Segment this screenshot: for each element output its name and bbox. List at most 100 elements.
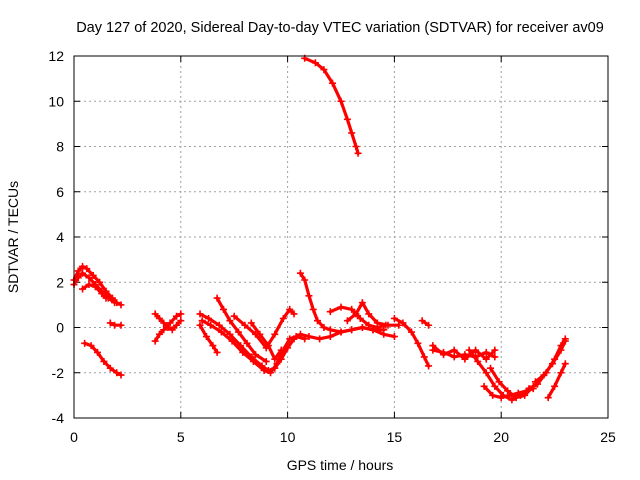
- data-point: [491, 382, 499, 390]
- data-series-arc-13: [247, 319, 285, 363]
- data-point: [425, 321, 433, 329]
- data-point: [196, 310, 204, 318]
- data-point: [160, 326, 168, 334]
- y-tick-label: 4: [56, 229, 64, 245]
- data-point: [177, 310, 185, 318]
- data-point: [217, 328, 225, 336]
- data-point: [348, 305, 356, 313]
- data-point: [96, 278, 104, 286]
- data-point: [450, 346, 458, 354]
- data-series-arc-23: [487, 364, 537, 402]
- data-series-arc-8: [196, 321, 221, 356]
- data-point: [328, 79, 336, 87]
- grid-lines: [74, 56, 608, 418]
- data-point: [326, 333, 334, 341]
- data-series-arc-16: [343, 299, 403, 329]
- data-point: [348, 326, 356, 334]
- data-point: [205, 314, 213, 322]
- data-point: [358, 324, 366, 331]
- data-point: [365, 321, 373, 329]
- data-point: [425, 362, 433, 370]
- data-point: [74, 274, 82, 282]
- x-tick-label: 20: [493, 429, 509, 445]
- data-point: [202, 333, 210, 341]
- data-series-arc-20: [429, 342, 499, 363]
- data-trace: [488, 366, 535, 400]
- data-point: [273, 360, 281, 368]
- data-point: [292, 333, 300, 341]
- data-point: [87, 342, 95, 350]
- data-point: [487, 364, 495, 372]
- data-point: [314, 317, 322, 325]
- data-point: [106, 319, 114, 327]
- data-point: [241, 321, 249, 329]
- data-point: [155, 330, 163, 338]
- y-tick-label: 2: [56, 274, 64, 290]
- data-point: [414, 339, 422, 347]
- data-point: [239, 348, 247, 356]
- data-point: [252, 351, 260, 359]
- data-point: [198, 317, 206, 325]
- data-point: [354, 149, 362, 157]
- data-point: [85, 274, 93, 282]
- data-point: [279, 314, 287, 322]
- data-point: [113, 369, 121, 377]
- data-point: [81, 339, 89, 347]
- data-point: [352, 143, 360, 150]
- data-point: [356, 314, 364, 322]
- data-point: [551, 382, 559, 390]
- data-point: [508, 396, 516, 404]
- data-point: [311, 59, 319, 67]
- y-tick-label: 12: [48, 48, 64, 64]
- x-tick-label: 5: [177, 429, 185, 445]
- data-point: [482, 369, 490, 377]
- data-point: [540, 371, 548, 379]
- data-point: [461, 355, 469, 363]
- data-point: [151, 337, 159, 345]
- data-point: [395, 321, 403, 329]
- data-point: [271, 330, 279, 338]
- data-point: [264, 342, 272, 350]
- data-point: [358, 299, 366, 307]
- data-point: [91, 283, 99, 291]
- y-tick-label: -4: [52, 410, 65, 426]
- data-point: [352, 310, 360, 318]
- data-point: [173, 312, 181, 320]
- data-point: [117, 321, 125, 329]
- data-point: [521, 391, 529, 399]
- data-point: [337, 97, 345, 105]
- data-series-group: [70, 54, 569, 404]
- data-point: [561, 360, 569, 368]
- data-point: [491, 353, 499, 361]
- data-point: [420, 353, 428, 361]
- data-point: [561, 337, 569, 345]
- data-point: [213, 294, 221, 302]
- data-point: [177, 317, 185, 325]
- y-axis-label: SDTVAR / TECUs: [5, 181, 21, 293]
- data-point: [557, 346, 565, 354]
- data-point: [482, 348, 490, 356]
- data-point: [79, 285, 87, 293]
- data-point: [111, 299, 119, 307]
- data-point: [495, 378, 503, 386]
- data-point: [213, 348, 221, 356]
- data-point: [262, 357, 270, 365]
- data-point: [390, 333, 398, 341]
- data-point: [390, 314, 398, 322]
- data-point: [373, 319, 381, 327]
- x-tick-label: 15: [387, 429, 403, 445]
- data-point: [482, 355, 490, 363]
- data-point: [450, 353, 458, 361]
- data-point: [243, 339, 251, 347]
- data-point: [305, 292, 313, 300]
- y-tick-labels: -4 -2 0 2 4 6 8 10 12: [48, 48, 64, 426]
- y-tick-label: 6: [56, 184, 64, 200]
- data-point: [249, 357, 257, 365]
- data-series-arc-24: [531, 337, 569, 386]
- data-point: [220, 305, 228, 313]
- data-series-arc-17: [390, 314, 433, 370]
- x-tick-label: 10: [280, 429, 296, 445]
- data-point: [529, 382, 537, 390]
- data-point: [326, 326, 334, 334]
- data-point: [489, 391, 497, 399]
